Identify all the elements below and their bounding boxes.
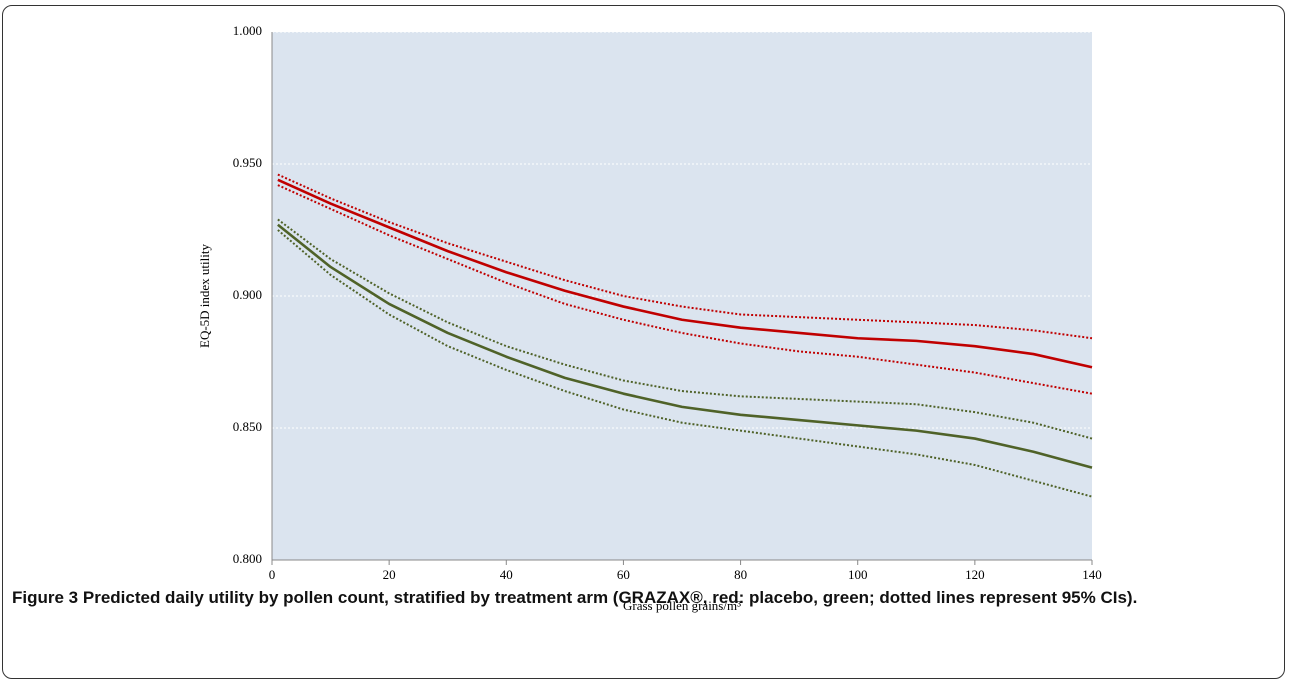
ci-line [277, 229, 1093, 498]
x-tick-label: 0 [269, 567, 276, 582]
series-line [277, 178, 1093, 369]
y-tick-label: 0.900 [233, 287, 262, 302]
caption: Figure 3 Predicted daily utility by poll… [12, 586, 1212, 610]
y-tick-label: 1.000 [233, 23, 262, 38]
x-tick-label: 20 [383, 567, 396, 582]
series-line [277, 223, 1093, 469]
x-axis-label: Grass pollen grains/m³ [623, 598, 741, 613]
x-tick-label: 40 [500, 567, 513, 582]
caption-label: Figure 3 [12, 588, 79, 607]
figure-frame [2, 5, 1285, 679]
x-tick-label: 80 [734, 567, 747, 582]
y-tick-label: 0.950 [233, 155, 262, 170]
x-tick-label: 120 [965, 567, 985, 582]
y-axis-label: EQ-5D index utility [197, 244, 212, 348]
x-tick-label: 140 [1082, 567, 1102, 582]
ci-line [277, 218, 1093, 440]
y-tick-label: 0.800 [233, 551, 262, 566]
caption-text: Predicted daily utility by pollen count,… [82, 588, 1138, 607]
x-tick-label: 100 [848, 567, 868, 582]
ci-line [277, 173, 1093, 340]
x-tick-label: 60 [617, 567, 630, 582]
y-tick-label: 0.850 [233, 419, 262, 434]
